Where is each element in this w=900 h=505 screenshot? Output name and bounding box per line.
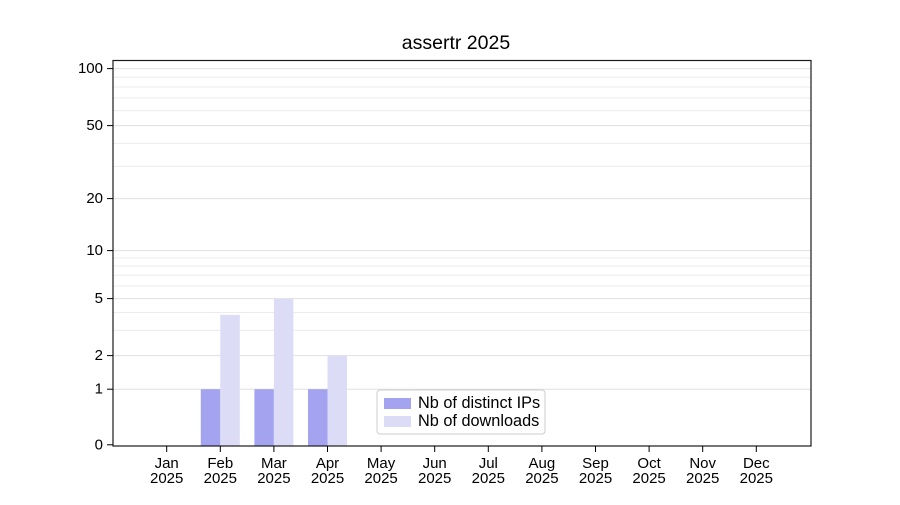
svg-text:10: 10 [86,242,103,259]
svg-text:2: 2 [95,347,103,364]
svg-text:2025: 2025 [740,470,773,487]
svg-text:2025: 2025 [579,470,612,487]
svg-text:2025: 2025 [311,470,344,487]
svg-text:2025: 2025 [364,470,397,487]
svg-text:2025: 2025 [632,470,665,487]
svg-text:100: 100 [78,60,103,77]
svg-text:1: 1 [95,381,103,398]
svg-text:2025: 2025 [418,470,451,487]
svg-text:2025: 2025 [686,470,719,487]
svg-text:Nb of downloads: Nb of downloads [418,412,539,430]
svg-text:20: 20 [86,190,103,207]
svg-text:2025: 2025 [525,470,558,487]
svg-text:2025: 2025 [204,470,237,487]
svg-text:5: 5 [95,290,103,307]
svg-text:assertr 2025: assertr 2025 [402,32,511,54]
svg-text:2025: 2025 [472,470,505,487]
svg-text:Nb of distinct IPs: Nb of distinct IPs [418,394,540,412]
svg-text:50: 50 [86,117,103,134]
svg-text:0: 0 [95,436,103,453]
svg-text:2025: 2025 [257,470,290,487]
svg-text:2025: 2025 [150,470,183,487]
